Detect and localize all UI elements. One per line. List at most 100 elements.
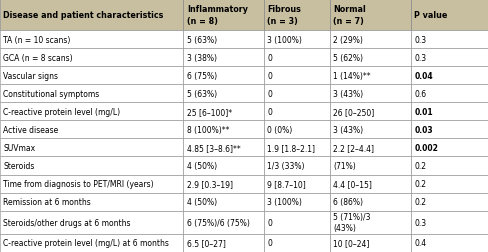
Bar: [410, 67, 488, 85]
Bar: [0, 49, 183, 67]
Text: 9 [8.7–10]: 9 [8.7–10]: [267, 179, 305, 188]
Text: 1.9 [1.8–2.1]: 1.9 [1.8–2.1]: [267, 143, 315, 152]
Text: 2.2 [2–4.4]: 2.2 [2–4.4]: [333, 143, 374, 152]
Text: 0: 0: [267, 107, 272, 116]
Text: 6 (86%): 6 (86%): [333, 197, 363, 206]
Text: 0: 0: [267, 218, 272, 227]
Text: 0.3: 0.3: [413, 218, 426, 227]
Text: 0.002: 0.002: [413, 143, 437, 152]
Text: 5 (71%)/3
(43%): 5 (71%)/3 (43%): [333, 212, 370, 232]
Bar: [183, 211, 264, 234]
Text: 0.03: 0.03: [413, 125, 432, 134]
Bar: [410, 49, 488, 67]
Text: 0.3: 0.3: [413, 35, 426, 44]
Bar: [264, 234, 329, 252]
Text: Constitutional symptoms: Constitutional symptoms: [3, 89, 100, 98]
Bar: [0, 211, 183, 234]
Text: 5 (62%): 5 (62%): [333, 53, 363, 62]
Bar: [410, 0, 488, 31]
Text: 0: 0: [267, 53, 272, 62]
Bar: [264, 211, 329, 234]
Bar: [410, 31, 488, 49]
Text: Disease and patient characteristics: Disease and patient characteristics: [3, 11, 163, 20]
Text: 0: 0: [267, 89, 272, 98]
Text: 4 (50%): 4 (50%): [186, 161, 217, 170]
Text: 10 [0–24]: 10 [0–24]: [333, 238, 369, 247]
Text: 0: 0: [267, 71, 272, 80]
Text: 0.6: 0.6: [413, 89, 426, 98]
Bar: [264, 175, 329, 193]
Text: 0.3: 0.3: [413, 53, 426, 62]
Text: 3 (43%): 3 (43%): [333, 125, 363, 134]
Bar: [0, 67, 183, 85]
Bar: [0, 103, 183, 121]
Text: 3 (38%): 3 (38%): [186, 53, 216, 62]
Bar: [183, 139, 264, 157]
Bar: [264, 0, 329, 31]
Text: C-reactive protein level (mg/L) at 6 months: C-reactive protein level (mg/L) at 6 mon…: [3, 238, 169, 247]
Bar: [410, 121, 488, 139]
Bar: [264, 67, 329, 85]
Bar: [264, 31, 329, 49]
Text: Active disease: Active disease: [3, 125, 59, 134]
Bar: [264, 139, 329, 157]
Bar: [183, 103, 264, 121]
Text: 25 [6–100]*: 25 [6–100]*: [186, 107, 231, 116]
Bar: [329, 0, 410, 31]
Bar: [183, 67, 264, 85]
Bar: [329, 121, 410, 139]
Bar: [329, 31, 410, 49]
Text: 0.04: 0.04: [413, 71, 432, 80]
Text: 0.2: 0.2: [413, 179, 426, 188]
Text: 3 (100%): 3 (100%): [267, 35, 302, 44]
Text: 6.5 [0–27]: 6.5 [0–27]: [186, 238, 225, 247]
Text: 8 (100%)**: 8 (100%)**: [186, 125, 229, 134]
Bar: [410, 139, 488, 157]
Bar: [183, 193, 264, 211]
Bar: [183, 234, 264, 252]
Text: 4.4 [0–15]: 4.4 [0–15]: [333, 179, 371, 188]
Text: P value: P value: [413, 11, 447, 20]
Bar: [329, 67, 410, 85]
Text: 3 (100%): 3 (100%): [267, 197, 302, 206]
Text: 26 [0–250]: 26 [0–250]: [333, 107, 374, 116]
Text: C-reactive protein level (mg/L): C-reactive protein level (mg/L): [3, 107, 121, 116]
Bar: [0, 193, 183, 211]
Bar: [329, 85, 410, 103]
Bar: [0, 31, 183, 49]
Bar: [264, 157, 329, 175]
Text: 1/3 (33%): 1/3 (33%): [267, 161, 305, 170]
Bar: [410, 234, 488, 252]
Bar: [183, 31, 264, 49]
Bar: [0, 175, 183, 193]
Bar: [0, 0, 183, 31]
Bar: [329, 175, 410, 193]
Text: 0.2: 0.2: [413, 161, 426, 170]
Text: Remission at 6 months: Remission at 6 months: [3, 197, 91, 206]
Text: 6 (75%): 6 (75%): [186, 71, 217, 80]
Bar: [264, 103, 329, 121]
Text: SUVmax: SUVmax: [3, 143, 36, 152]
Text: Steroids: Steroids: [3, 161, 35, 170]
Bar: [329, 193, 410, 211]
Bar: [264, 121, 329, 139]
Bar: [329, 139, 410, 157]
Text: Steroids/other drugs at 6 months: Steroids/other drugs at 6 months: [3, 218, 131, 227]
Text: 0 (0%): 0 (0%): [267, 125, 292, 134]
Bar: [0, 234, 183, 252]
Bar: [264, 193, 329, 211]
Text: 0: 0: [267, 238, 272, 247]
Bar: [0, 121, 183, 139]
Text: 0.2: 0.2: [413, 197, 426, 206]
Bar: [410, 193, 488, 211]
Bar: [410, 211, 488, 234]
Bar: [329, 157, 410, 175]
Bar: [183, 121, 264, 139]
Text: (71%): (71%): [333, 161, 356, 170]
Text: 0.4: 0.4: [413, 238, 426, 247]
Text: Fibrous
(n = 3): Fibrous (n = 3): [267, 6, 301, 25]
Bar: [183, 175, 264, 193]
Bar: [183, 0, 264, 31]
Text: Inflammatory
(n = 8): Inflammatory (n = 8): [186, 6, 247, 25]
Bar: [264, 85, 329, 103]
